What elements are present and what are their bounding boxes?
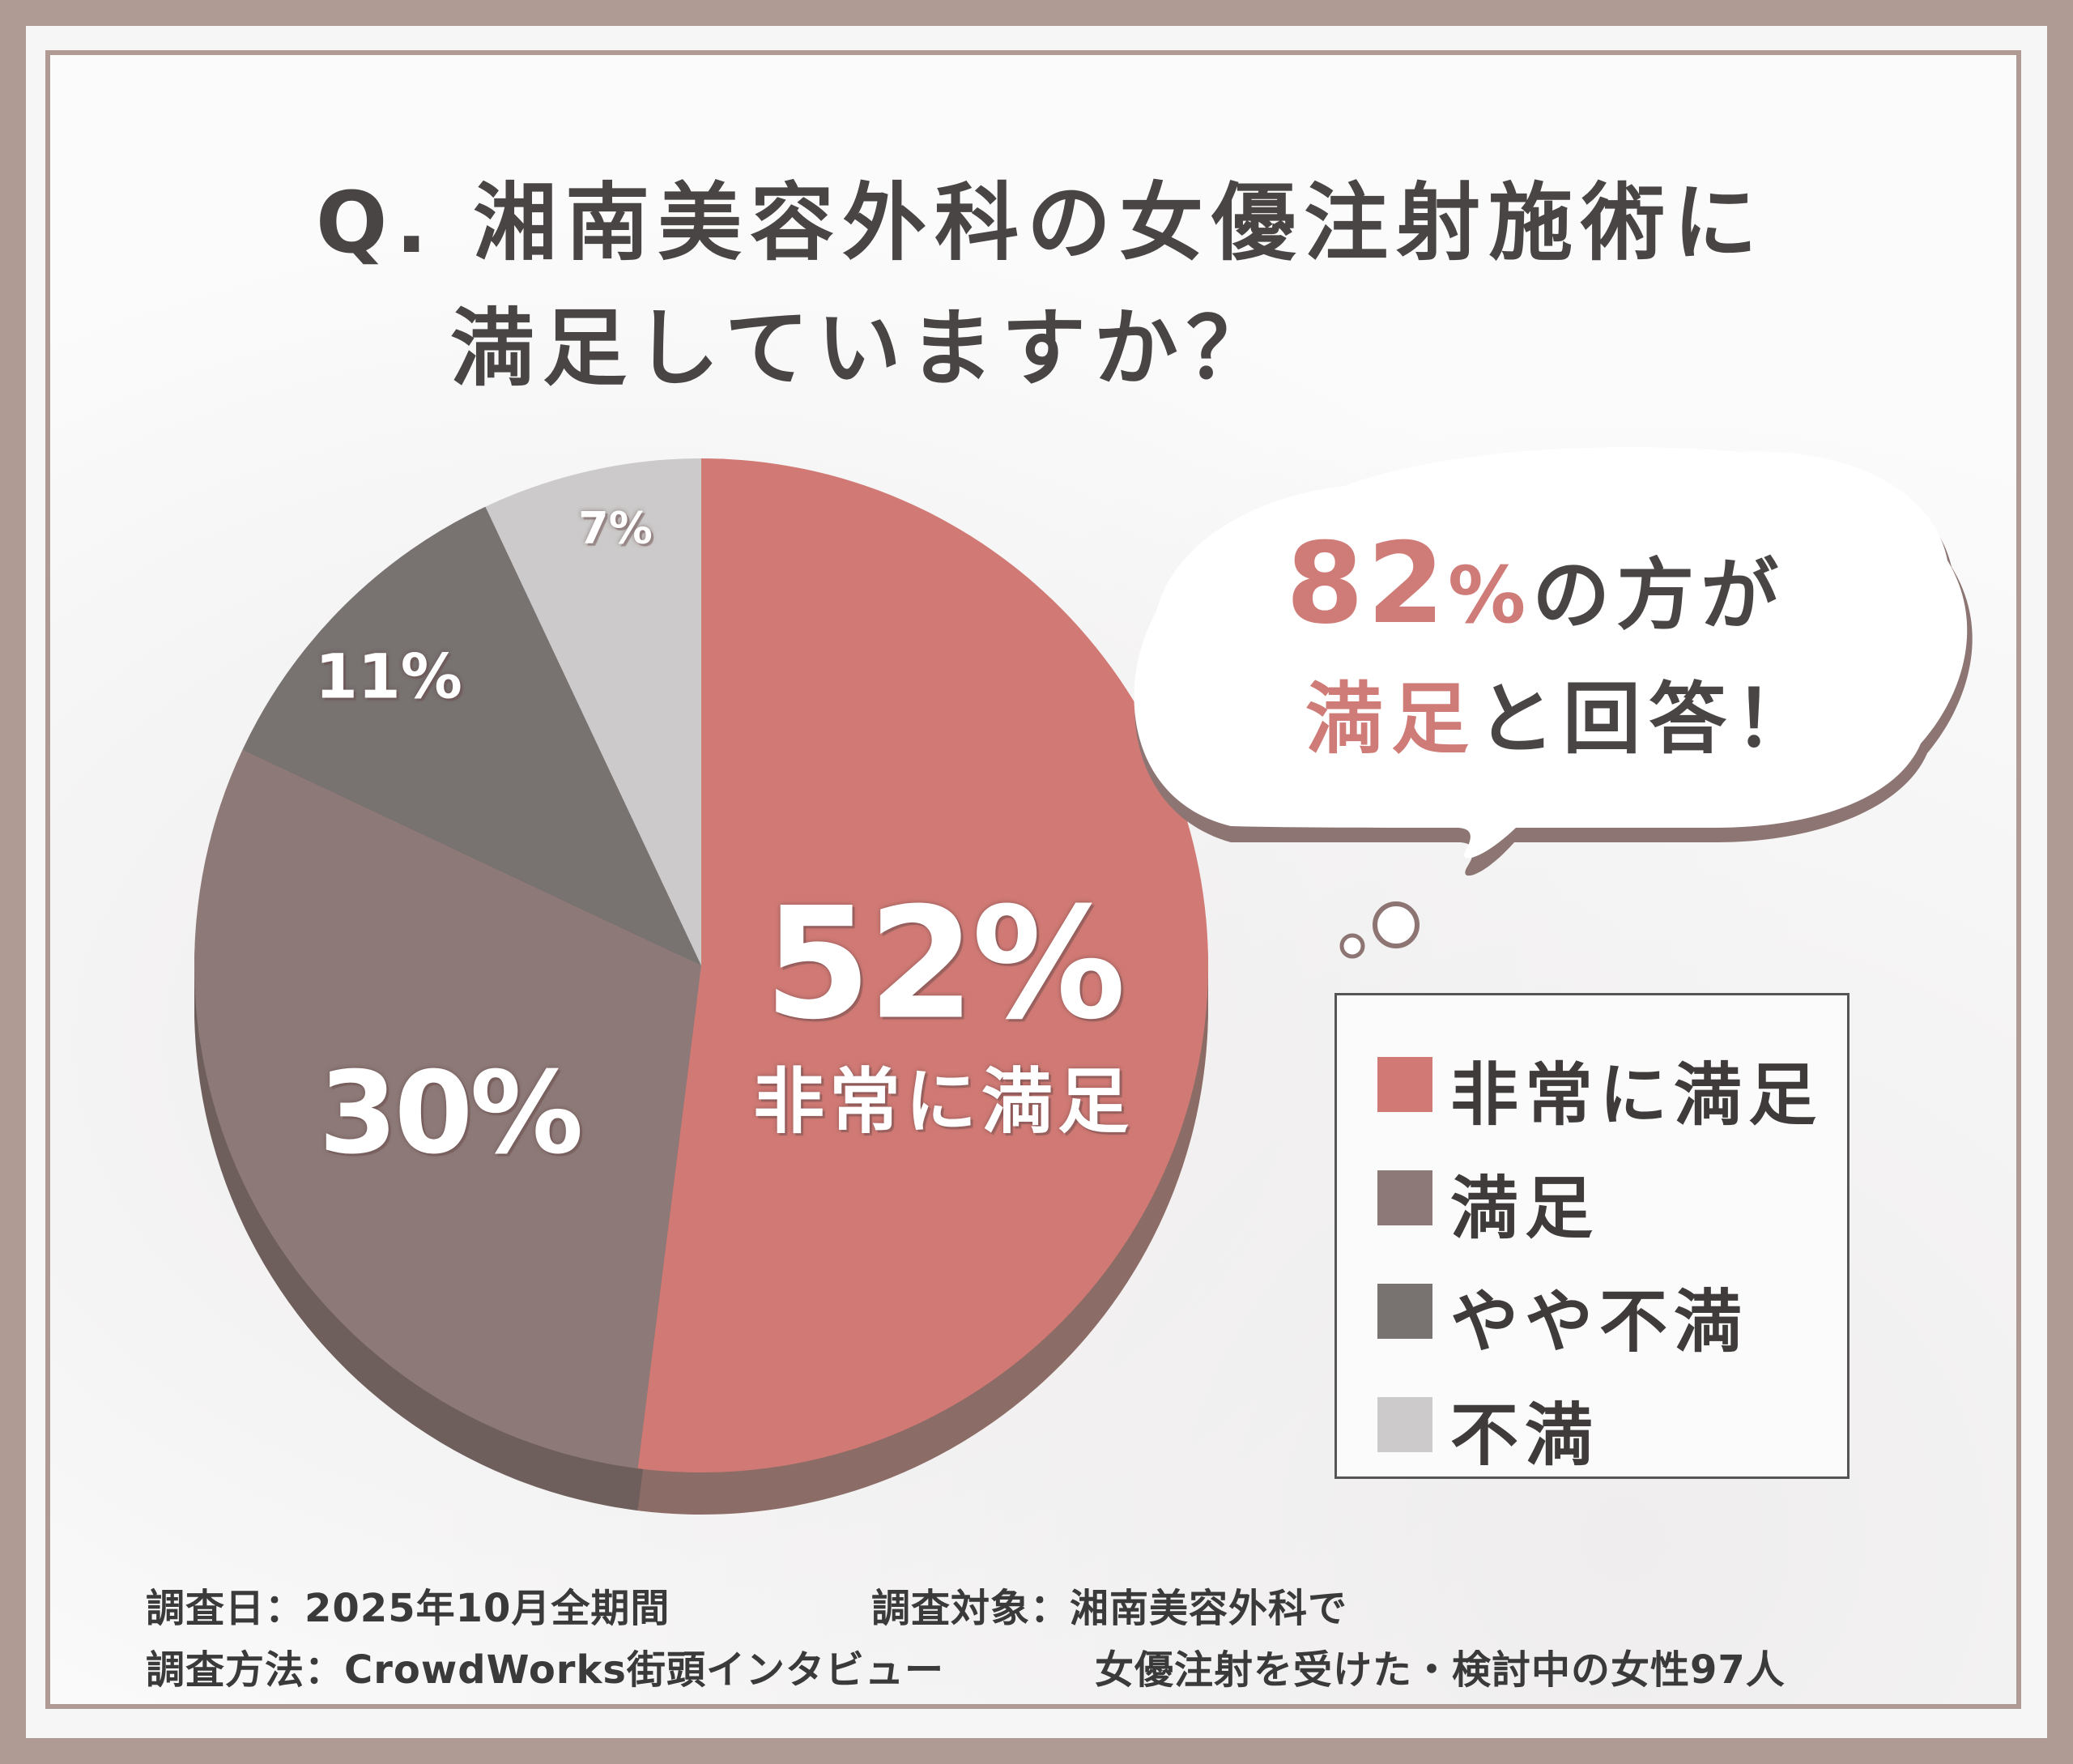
- legend-label: 非常に満足: [1450, 1055, 1824, 1135]
- pie-slice-satisfied: [194, 749, 701, 1469]
- footer-survey-target-2: 女優注射を受けた・検討中の女性97人: [1095, 1647, 1786, 1693]
- chart-title-line-1: Q. 湘南美容外科の女優注射施術に: [316, 173, 1766, 272]
- slice-label-very-satisfied: 52%: [764, 874, 1126, 1054]
- slice-category-very-satisfied: 非常に満足: [752, 1059, 1134, 1144]
- pie-slice-dissatisfied: [485, 458, 701, 965]
- speech-bubble: [1134, 447, 1973, 959]
- bubble-percent-sign: %: [1448, 550, 1533, 641]
- slice-label-satisfied: 30%: [318, 1047, 583, 1180]
- legend-label: やや不満: [1450, 1282, 1749, 1361]
- legend-swatch: [1377, 1057, 1432, 1112]
- chart-legend: 非常に満足 満足 やや不満 不満: [1334, 993, 1850, 1479]
- bubble-headline: 82%の方が: [1286, 518, 1785, 649]
- slice-label-somewhat-dissatisfied: 11%: [315, 640, 462, 713]
- bubble-accent-word: 満足: [1305, 674, 1477, 765]
- bubble-line1-rest: の方が: [1532, 550, 1786, 641]
- legend-swatch: [1377, 1397, 1432, 1452]
- legend-label: 満足: [1450, 1169, 1600, 1248]
- legend-swatch: [1377, 1284, 1432, 1339]
- chart-title-line-2: 満足していますか？: [450, 299, 1279, 398]
- pie-slice-very-satisfied: [637, 458, 1208, 1472]
- thought-dot-large: [1373, 901, 1420, 948]
- speech-bubble-body: [1134, 447, 1968, 859]
- bubble-line2-rest: と回答！: [1477, 674, 1820, 765]
- pie-layer: [194, 458, 1209, 1515]
- bubble-subline: 満足と回答！: [1305, 656, 1820, 769]
- legend-label: 不満: [1450, 1395, 1600, 1475]
- pie-slice-somewhat-dissatisfied: [242, 506, 702, 965]
- bubble-percent: 82: [1286, 518, 1449, 649]
- slice-label-dissatisfied: 7%: [578, 502, 653, 554]
- footer-survey-method: 調査方法：CrowdWorks街頭インタビュー: [146, 1647, 944, 1693]
- thought-dot-small: [1339, 933, 1365, 959]
- legend-swatch: [1377, 1170, 1432, 1225]
- footer-survey-target-1: 調査対象：湘南美容外科で: [871, 1586, 1348, 1631]
- footer-survey-date: 調査日：2025年10月全期間: [146, 1586, 670, 1631]
